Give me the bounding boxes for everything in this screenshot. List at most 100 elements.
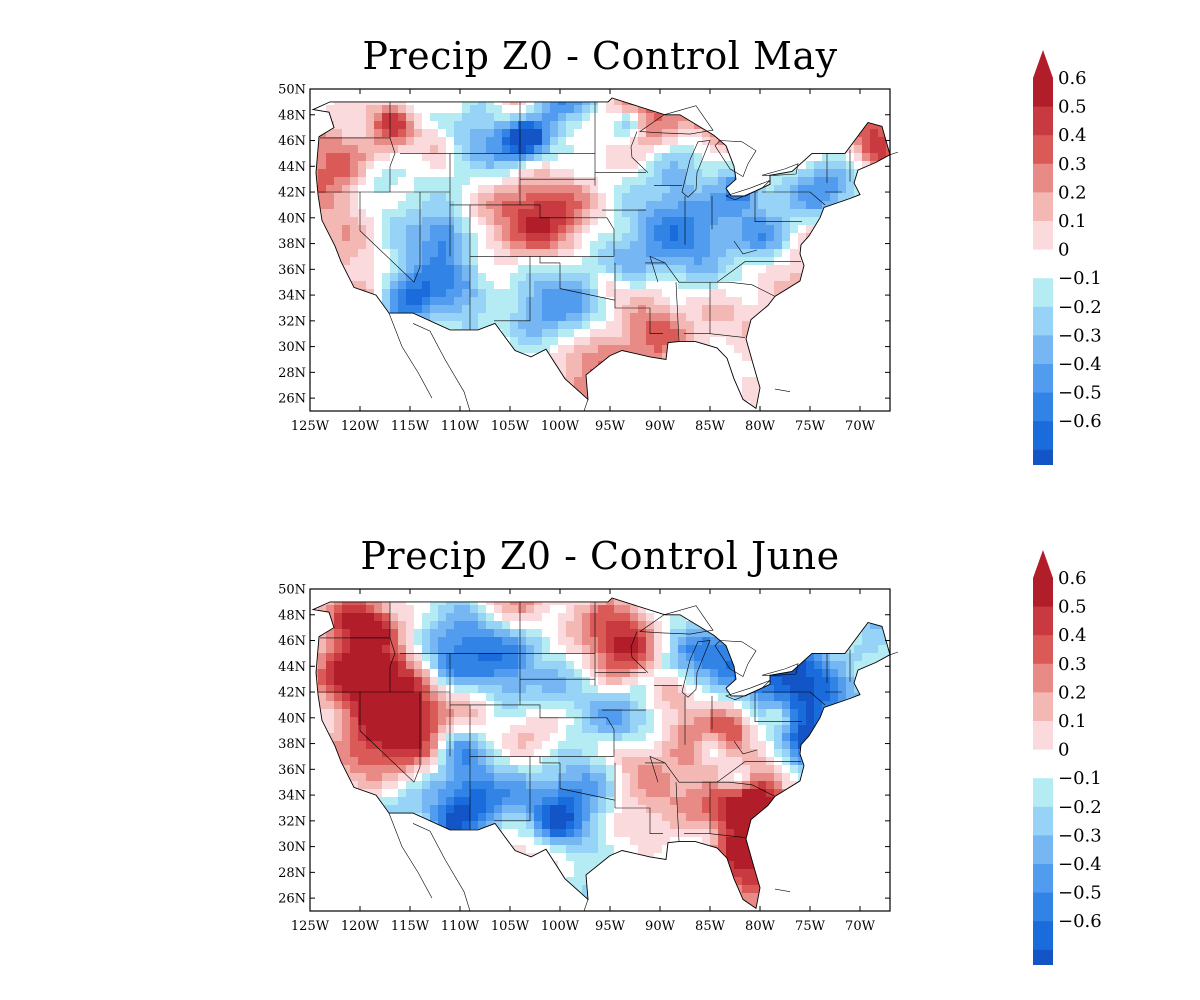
map-frame bbox=[309, 88, 891, 412]
colorbar-label: 0.6 bbox=[1058, 68, 1087, 89]
boundaries bbox=[311, 597, 899, 912]
lat-tick-label: 26N bbox=[278, 392, 306, 407]
lon-tick-label: 70W bbox=[845, 919, 876, 934]
colorbar-swatch bbox=[1033, 335, 1053, 365]
panel-may: Precip Z0 - Control May 50N 48N 46N 44N 42N 4… bbox=[278, 34, 1102, 465]
lat-tick-label: 44N bbox=[278, 660, 306, 675]
colorbar-label: 0 bbox=[1058, 740, 1069, 761]
lat-tick-label: 42N bbox=[278, 686, 306, 701]
lon-tick-label: 120W bbox=[341, 419, 380, 434]
colorbar-label: 0.6 bbox=[1058, 568, 1087, 589]
colorbar-swatch bbox=[1033, 635, 1053, 665]
colorbar-may: 0.6 0.5 0.4 0.3 0.2 0.1 0 −0.1 −0.2 −0.3 −0.4 −0.5 −… bbox=[1033, 50, 1102, 465]
lon-tick-label: 105W bbox=[491, 419, 530, 434]
lon-tick-label: 90W bbox=[645, 419, 676, 434]
map-frame bbox=[309, 588, 891, 912]
colorbar-swatch bbox=[1033, 835, 1053, 865]
lon-tick-label: 120W bbox=[341, 919, 380, 934]
lat-tick-label: 30N bbox=[278, 840, 306, 855]
colorbar-swatch bbox=[1033, 806, 1053, 836]
colorbar-label: 0.2 bbox=[1058, 682, 1087, 703]
lon-tick-label: 110W bbox=[441, 419, 480, 434]
lat-tick-label: 48N bbox=[278, 108, 306, 123]
lon-tick-label: 100W bbox=[541, 919, 580, 934]
lat-tick-label: 38N bbox=[278, 237, 306, 252]
lon-tick-label: 85W bbox=[695, 919, 726, 934]
lat-tick-label: 28N bbox=[278, 866, 306, 881]
colorbar-swatch bbox=[1033, 749, 1053, 779]
colorbar-label: 0.1 bbox=[1058, 211, 1087, 232]
colorbar-swatch bbox=[1033, 221, 1053, 250]
lat-tick-label: 46N bbox=[278, 134, 306, 149]
map-may: 50N 48N 46N 44N 42N 40N 38N 36N 34N 32N 30N 28N 26N 1… bbox=[278, 83, 899, 434]
lat-tick-label: 34N bbox=[278, 789, 306, 804]
lon-tick-label: 85W bbox=[695, 419, 726, 434]
lat-tick-label: 32N bbox=[278, 814, 306, 829]
colorbar-label: 0.4 bbox=[1058, 625, 1087, 646]
lon-tick-label: 125W bbox=[291, 919, 330, 934]
colorbar-swatch bbox=[1033, 163, 1053, 193]
colorbar-swatch bbox=[1033, 692, 1053, 722]
colorbar-swatch bbox=[1033, 449, 1053, 465]
lon-tick-label: 110W bbox=[441, 919, 480, 934]
lon-tick-label: 95W bbox=[595, 919, 626, 934]
lat-tick-label: 32N bbox=[278, 314, 306, 329]
colorbar-label: −0.2 bbox=[1058, 297, 1102, 318]
colorbar-swatch bbox=[1033, 78, 1053, 107]
colorbar-label: −0.2 bbox=[1058, 797, 1102, 818]
colorbar-swatch bbox=[1033, 249, 1053, 279]
colorbar-label: 0.2 bbox=[1058, 182, 1087, 203]
colorbar-swatch bbox=[1033, 392, 1053, 422]
panel-title: Precip Z0 - Control May bbox=[362, 34, 838, 78]
colorbar-swatch bbox=[1033, 778, 1053, 808]
lat-tick-label: 28N bbox=[278, 366, 306, 381]
lat-tick-label: 36N bbox=[278, 763, 306, 778]
colorbar-swatch bbox=[1033, 663, 1053, 693]
colorbar-label: 0.3 bbox=[1058, 654, 1087, 675]
lat-tick-label: 40N bbox=[278, 211, 306, 226]
colorbar-swatch bbox=[1033, 606, 1053, 636]
colorbar-label: 0.5 bbox=[1058, 97, 1087, 118]
colorbar-label: 0 bbox=[1058, 240, 1069, 261]
colorbar-label: −0.3 bbox=[1058, 825, 1102, 846]
boundaries bbox=[311, 97, 899, 412]
lat-tick-label: 36N bbox=[278, 263, 306, 278]
colorbar-label: 0.3 bbox=[1058, 154, 1087, 175]
lat-tick-label: 46N bbox=[278, 634, 306, 649]
lon-tick-label: 125W bbox=[291, 419, 330, 434]
lon-tick-label: 105W bbox=[491, 919, 530, 934]
colorbar-label: −0.3 bbox=[1058, 325, 1102, 346]
lat-tick-label: 26N bbox=[278, 892, 306, 907]
colorbar-swatch bbox=[1033, 721, 1053, 750]
colorbar-label: −0.4 bbox=[1058, 354, 1102, 375]
colorbar-swatch bbox=[1033, 421, 1053, 451]
colorbar-swatch bbox=[1033, 949, 1053, 965]
lat-tick-label: 48N bbox=[278, 608, 306, 623]
lat-tick-label: 34N bbox=[278, 289, 306, 304]
colorbar-label: 0.4 bbox=[1058, 125, 1087, 146]
lon-tick-label: 90W bbox=[645, 919, 676, 934]
colorbar-swatch bbox=[1033, 864, 1053, 893]
colorbar-label: −0.6 bbox=[1058, 911, 1102, 932]
lat-tick-label: 44N bbox=[278, 160, 306, 175]
lat-tick-label: 38N bbox=[278, 737, 306, 752]
colorbar-swatch bbox=[1033, 921, 1053, 951]
lat-tick-label: 30N bbox=[278, 340, 306, 355]
lon-tick-label: 80W bbox=[745, 919, 776, 934]
colorbar-swatch bbox=[1033, 135, 1053, 165]
colorbar-label: −0.5 bbox=[1058, 883, 1102, 904]
colorbar-june: 0.6 0.5 0.4 0.3 0.2 0.1 0 −0.1 −0.2 −0.3 −0.4 −0.5 −… bbox=[1033, 550, 1102, 965]
lon-tick-label: 75W bbox=[795, 919, 826, 934]
colorbar-label: −0.4 bbox=[1058, 854, 1102, 875]
colorbar-label: −0.1 bbox=[1058, 768, 1102, 789]
lon-tick-label: 115W bbox=[391, 419, 430, 434]
colorbar-label: 0.5 bbox=[1058, 597, 1087, 618]
colorbar-swatch bbox=[1033, 306, 1053, 336]
lon-tick-label: 75W bbox=[795, 419, 826, 434]
map-june: 50N 48N 46N 44N 42N 40N 38N 36N 34N 32N 30N 28N 26N 1… bbox=[278, 583, 899, 934]
colorbar-label: −0.1 bbox=[1058, 268, 1102, 289]
lon-tick-label: 115W bbox=[391, 919, 430, 934]
panel-title: Precip Z0 - Control June bbox=[360, 534, 840, 578]
colorbar-max-arrow bbox=[1033, 50, 1053, 78]
